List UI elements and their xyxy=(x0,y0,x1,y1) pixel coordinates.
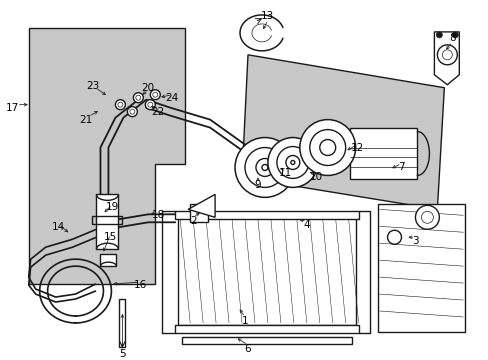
Circle shape xyxy=(290,161,294,165)
Circle shape xyxy=(115,100,125,110)
Text: 6: 6 xyxy=(244,344,251,354)
Text: 5: 5 xyxy=(119,349,125,359)
Circle shape xyxy=(415,205,439,229)
Circle shape xyxy=(267,138,317,188)
Bar xyxy=(377,204,465,332)
Text: 15: 15 xyxy=(103,232,117,242)
Bar xyxy=(175,325,358,333)
Circle shape xyxy=(299,120,355,175)
Bar xyxy=(175,211,358,219)
Text: 24: 24 xyxy=(165,93,179,103)
Circle shape xyxy=(421,211,432,223)
Text: 12: 12 xyxy=(350,143,364,153)
Circle shape xyxy=(319,140,335,156)
Circle shape xyxy=(130,109,135,114)
Circle shape xyxy=(136,95,141,100)
Circle shape xyxy=(127,107,137,117)
Circle shape xyxy=(147,102,152,107)
Text: 1: 1 xyxy=(241,316,248,326)
Circle shape xyxy=(262,165,267,170)
Polygon shape xyxy=(433,32,458,85)
Circle shape xyxy=(244,148,285,188)
Polygon shape xyxy=(188,194,215,217)
Bar xyxy=(190,204,208,222)
Text: 3: 3 xyxy=(411,236,418,246)
Circle shape xyxy=(150,90,160,100)
Text: 14: 14 xyxy=(52,222,65,232)
Circle shape xyxy=(387,230,401,244)
Bar xyxy=(178,217,355,325)
Circle shape xyxy=(285,156,299,170)
Polygon shape xyxy=(29,28,185,284)
Bar xyxy=(119,299,125,347)
Text: 22: 22 xyxy=(151,107,164,117)
Text: 4: 4 xyxy=(303,220,309,230)
Polygon shape xyxy=(242,55,444,209)
Text: 13: 13 xyxy=(261,11,274,21)
Circle shape xyxy=(442,50,451,60)
Text: 18: 18 xyxy=(151,210,164,220)
Circle shape xyxy=(435,32,442,38)
Bar xyxy=(182,337,351,344)
Circle shape xyxy=(276,147,308,179)
Circle shape xyxy=(235,138,294,197)
Text: 9: 9 xyxy=(254,180,261,190)
Bar xyxy=(100,254,116,266)
Text: 10: 10 xyxy=(309,172,323,183)
Bar xyxy=(96,194,118,249)
Text: 8: 8 xyxy=(448,33,455,43)
Circle shape xyxy=(309,130,345,166)
Text: 7: 7 xyxy=(397,162,404,172)
Text: 23: 23 xyxy=(86,81,99,91)
Circle shape xyxy=(133,93,143,103)
Circle shape xyxy=(255,158,273,176)
Text: 16: 16 xyxy=(133,280,147,290)
Text: 21: 21 xyxy=(79,114,92,125)
Circle shape xyxy=(436,45,456,65)
Circle shape xyxy=(118,102,122,107)
Circle shape xyxy=(152,92,158,97)
Text: 11: 11 xyxy=(279,168,292,179)
Text: 17: 17 xyxy=(6,103,20,113)
Bar xyxy=(92,216,122,224)
Circle shape xyxy=(451,32,457,38)
Text: 2: 2 xyxy=(189,216,196,226)
Text: 19: 19 xyxy=(105,202,119,212)
Text: 20: 20 xyxy=(142,83,155,93)
Circle shape xyxy=(145,100,155,110)
Bar xyxy=(349,127,417,179)
